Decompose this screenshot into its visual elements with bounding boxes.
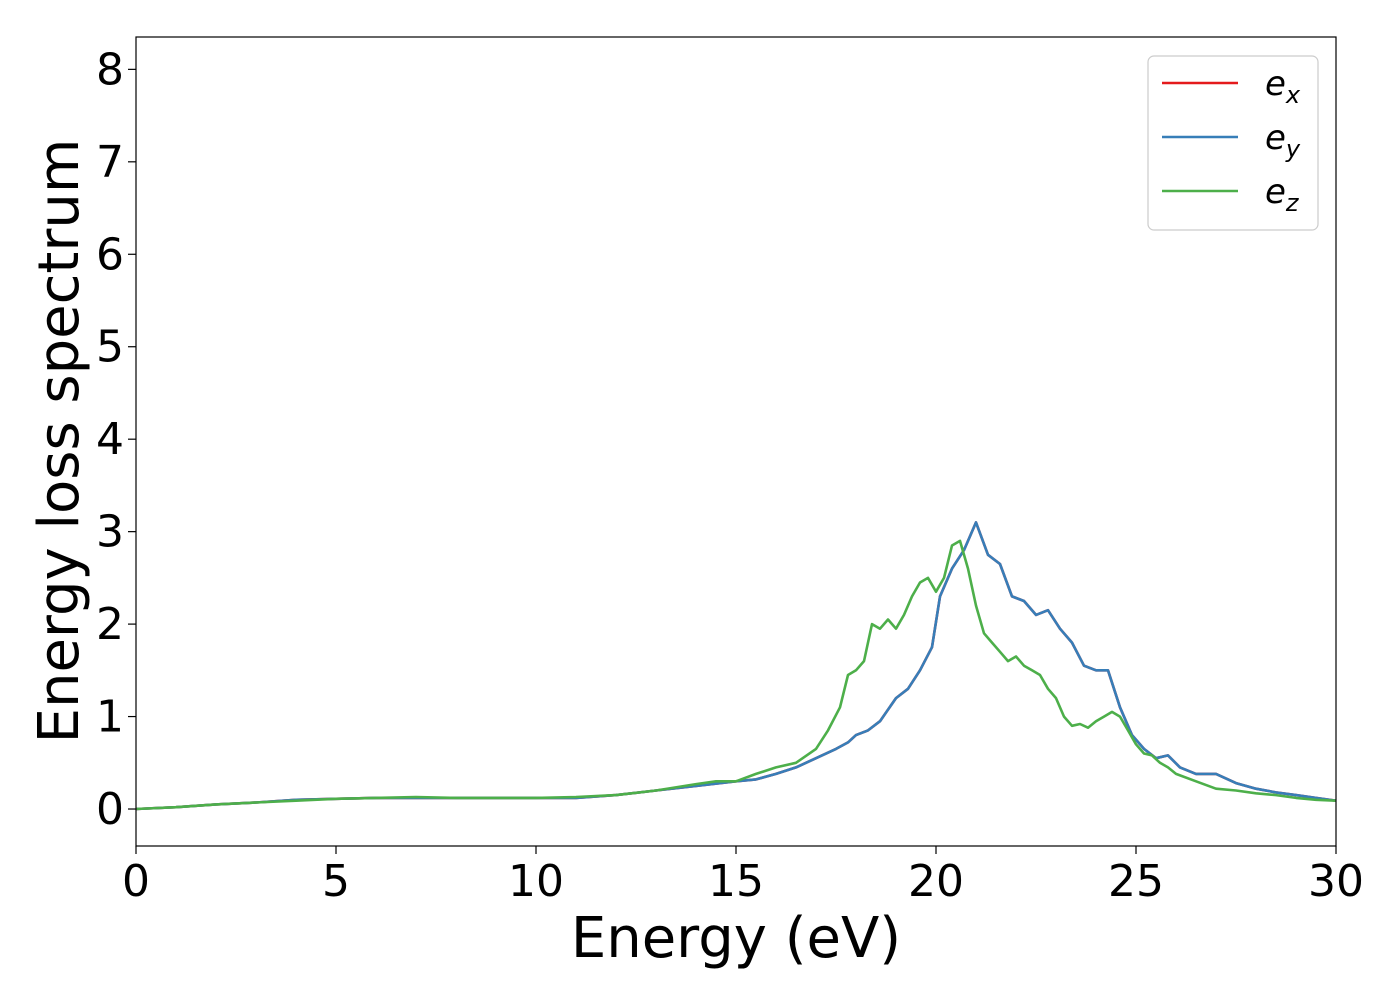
x-tick-label: 0 [122,856,150,907]
x-tick-label: 25 [1108,856,1164,907]
y-tick-label: 5 [96,322,124,373]
legend-box [1147,55,1319,231]
legend-label-x: ex [1265,64,1301,109]
y-tick-label: 6 [96,229,124,280]
x-tick-label: 30 [1308,856,1364,907]
x-axis-ticks: 0 5 10 15 20 25 30 [122,846,1364,907]
y-axis-ticks: 0 1 2 3 4 5 6 7 8 [96,44,136,835]
x-tick-label: 20 [908,856,964,907]
y-tick-label: 7 [96,137,124,188]
x-tick-label: 10 [508,856,564,907]
x-tick-label: 5 [322,856,350,907]
y-tick-label: 3 [96,507,124,558]
series-line-z [136,539,1336,811]
y-axis-label: Energy loss spectrum [27,139,92,744]
x-tick-label: 15 [708,856,764,907]
y-tick-label: 1 [96,692,124,743]
y-tick-label: 0 [96,784,124,835]
y-tick-label: 8 [96,44,124,95]
y-tick-label: 2 [96,599,124,650]
series-layer [136,521,1336,811]
x-axis-label: Energy (eV) [571,906,901,971]
y-tick-label: 4 [96,414,124,465]
